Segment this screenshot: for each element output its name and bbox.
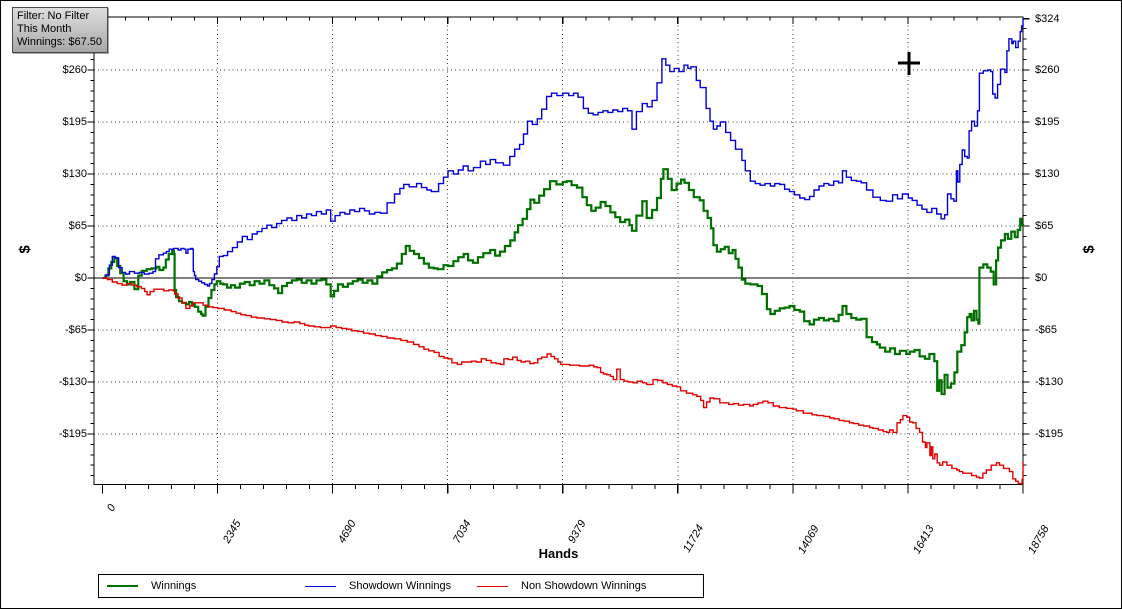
plot-border — [93, 16, 1024, 486]
winnings-total-line: Winnings: $67.50 — [17, 36, 102, 48]
y-tick-label-right: $260 — [1035, 64, 1060, 76]
legend-line-non-showdown-icon — [477, 585, 508, 587]
legend-line-showdown-icon — [305, 585, 336, 587]
y-tick-label-right: $324 — [1035, 12, 1060, 25]
y-tick-label-left: -$65 — [64, 324, 87, 336]
y-tick-label-left: $260 — [62, 64, 87, 76]
y-tick-label-right: -$195 — [1035, 428, 1064, 440]
legend-label: Non Showdown Winnings — [521, 580, 647, 592]
series-line-1 — [102, 18, 1024, 287]
y-tick-label-left: -$195 — [58, 428, 87, 440]
filter-info-box: Filter: No Filter This Month Winnings: $… — [12, 7, 108, 53]
y-axis-title-left: $ — [16, 245, 34, 254]
y-tick-label-left: $195 — [62, 116, 87, 128]
legend-item-winnings: Winnings — [107, 575, 196, 597]
y-tick-label-right: $0 — [1035, 272, 1048, 284]
y-tick-label-right: $65 — [1035, 220, 1054, 232]
y-axis-title-right: $ — [1080, 245, 1098, 254]
period-line: This Month — [17, 23, 72, 35]
series-line-0 — [102, 168, 1025, 396]
y-tick-label-left: $130 — [62, 168, 87, 180]
y-tick-label-left: -$130 — [58, 376, 87, 388]
legend-line-winnings-icon — [107, 585, 138, 587]
legend-item-non-showdown-winnings: Non Showdown Winnings — [477, 575, 646, 597]
y-tick-label-right: -$130 — [1035, 376, 1064, 388]
legend-label: Winnings — [151, 580, 197, 592]
y-tick-label-right: -$65 — [1035, 324, 1058, 336]
legend-label: Showdown Winnings — [349, 580, 452, 592]
legend-item-showdown-winnings: Showdown Winnings — [305, 575, 451, 597]
y-tick-label-right: $130 — [1035, 168, 1060, 180]
y-tick-label-left: $0 — [74, 272, 87, 284]
legend: Winnings Showdown Winnings Non Showdown … — [98, 574, 704, 598]
filter-line: Filter: No Filter — [17, 10, 90, 22]
series-line-2 — [102, 277, 1024, 485]
y-tick-label-left: $65 — [68, 220, 87, 232]
x-axis-title: Hands — [538, 546, 579, 561]
y-tick-label-right: $195 — [1035, 116, 1060, 128]
